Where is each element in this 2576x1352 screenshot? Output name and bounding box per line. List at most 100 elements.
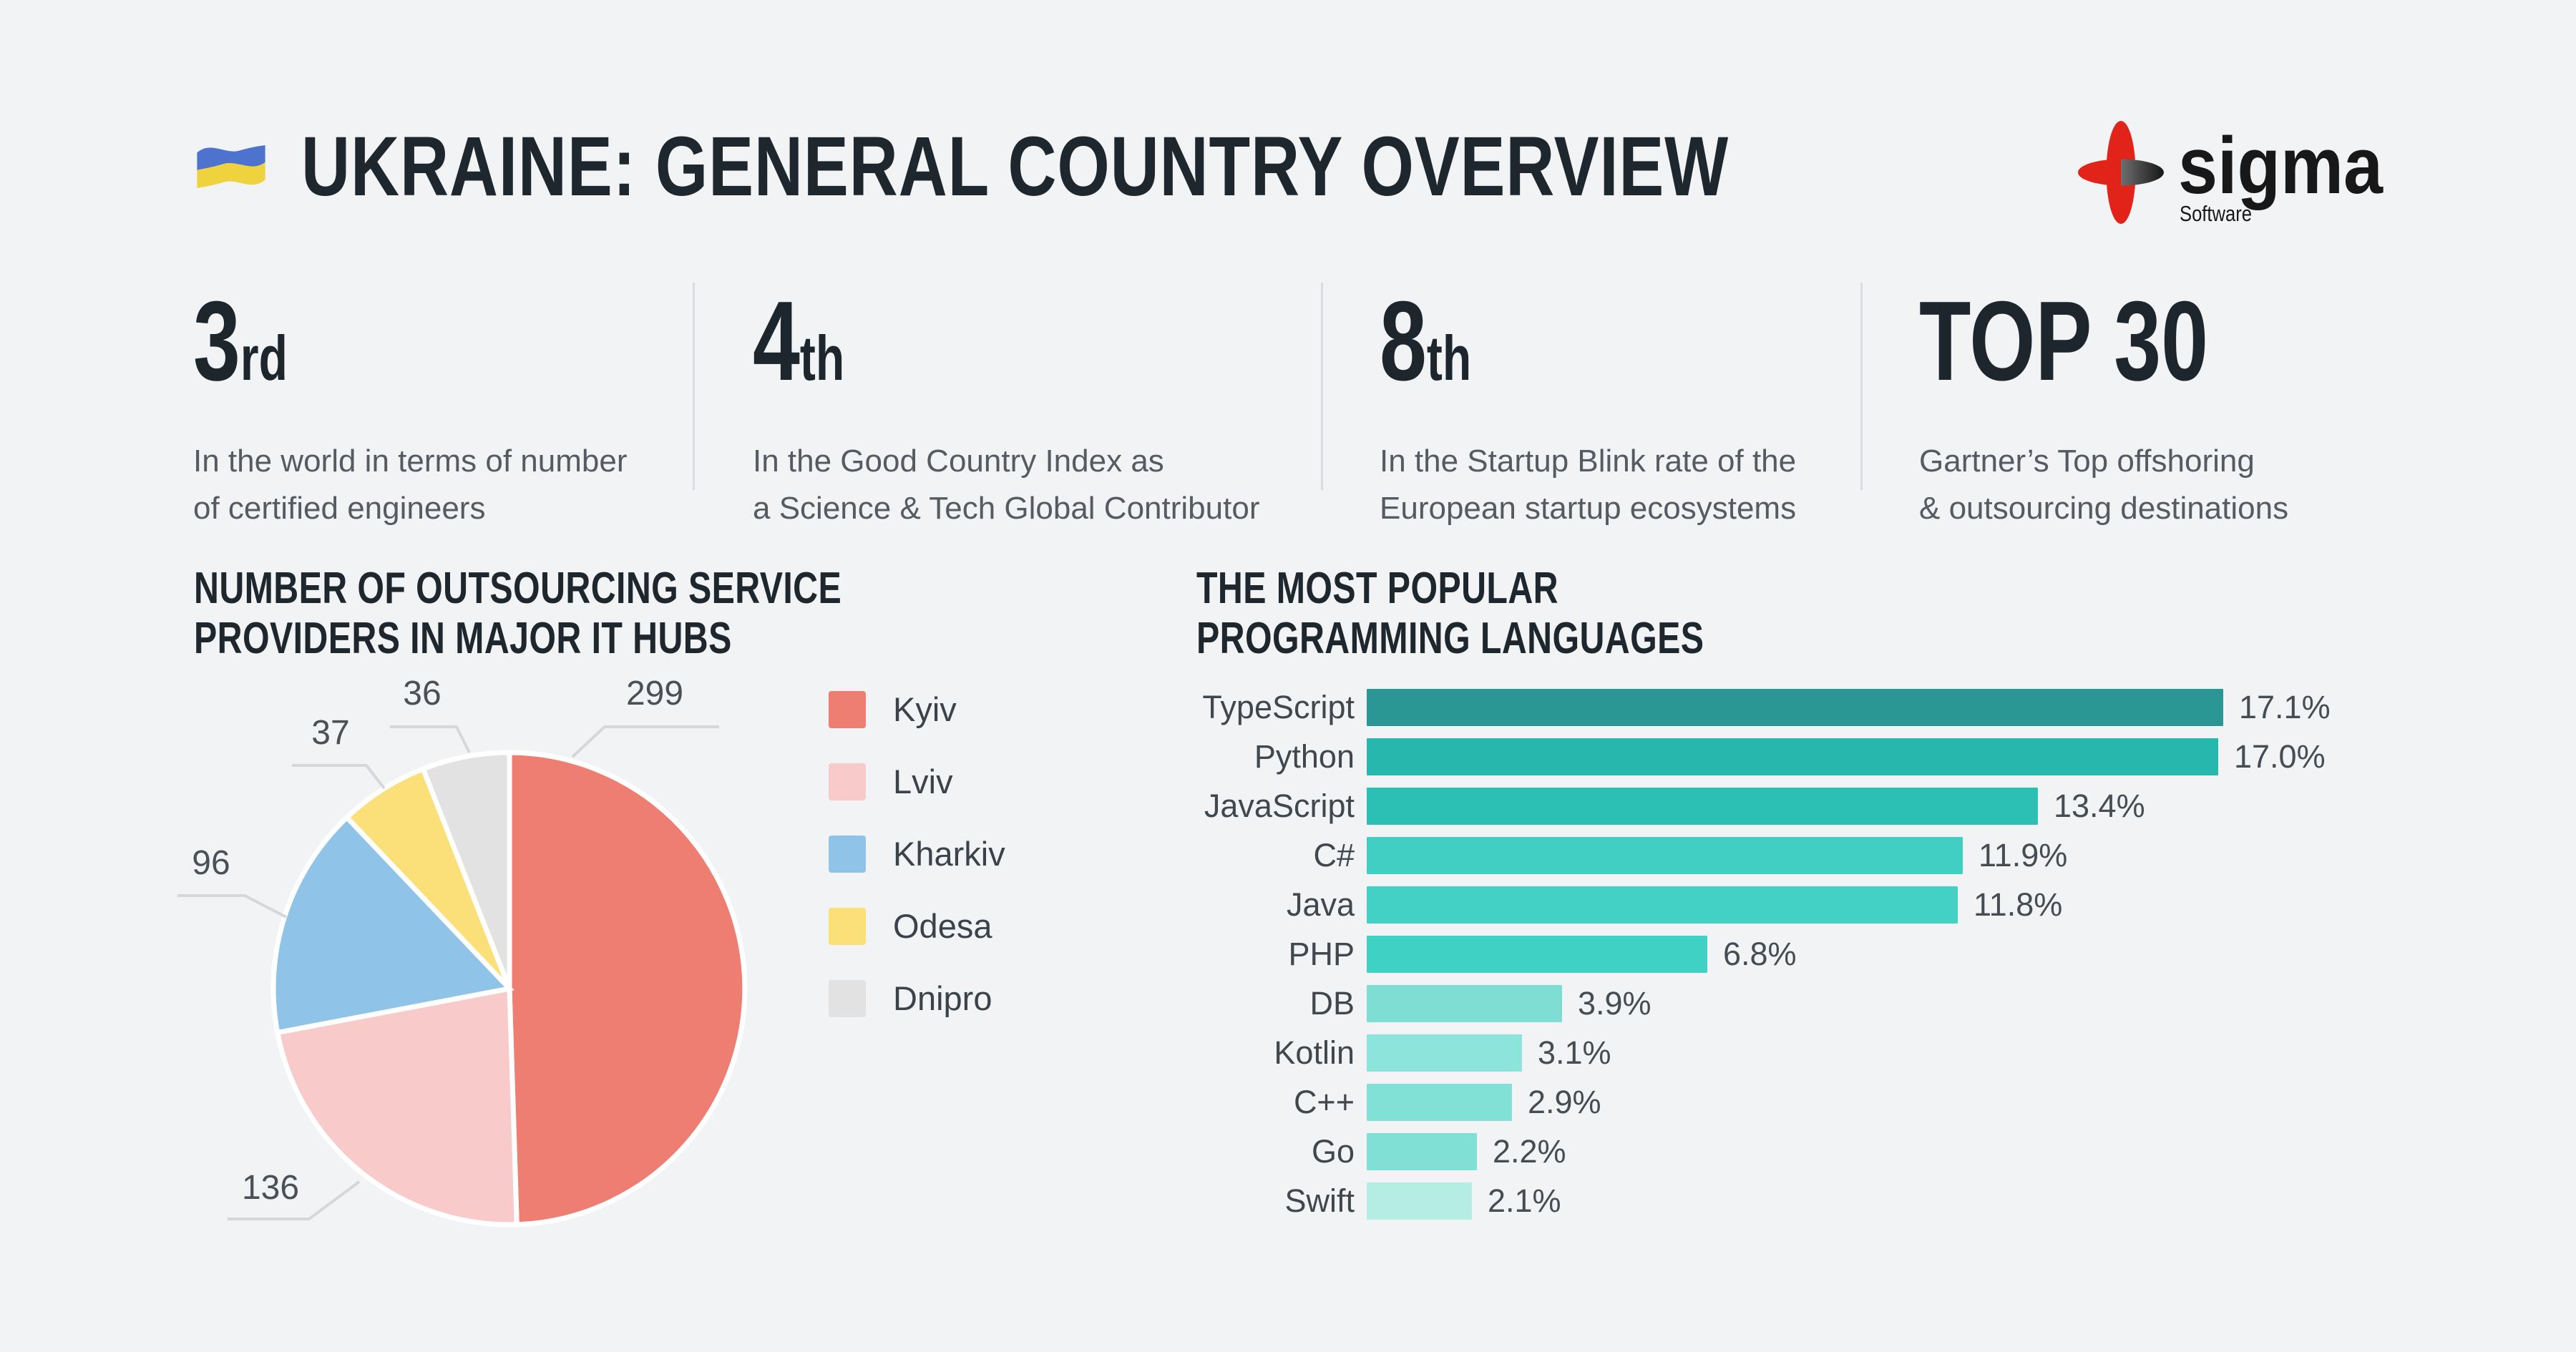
pie-leader-line — [390, 725, 471, 753]
bar — [1367, 1034, 1522, 1072]
bar — [1367, 985, 1562, 1022]
stat-suffix: th — [799, 323, 845, 393]
legend-item-kyiv: Kyiv — [829, 691, 1005, 728]
pie-leader-line — [571, 725, 719, 758]
stat-value: 4th — [753, 278, 845, 404]
legend-label: Dnipro — [893, 979, 992, 1017]
pie-legend: Kyiv Lviv Kharkiv Odesa Dnipro — [829, 691, 1005, 1052]
stat-suffix: rd — [240, 323, 288, 393]
stats-divider — [693, 283, 695, 490]
bar-value-label: 11.9% — [1979, 837, 2068, 873]
bar — [1367, 1084, 1512, 1121]
bar-row-c: C++ 2.9% — [1196, 1084, 2331, 1121]
stat-description: In the Good Country Index as a Science &… — [753, 444, 1260, 526]
pie-value-label: 96 — [192, 844, 230, 882]
bar-category-label: Java — [1286, 886, 1355, 923]
bar — [1367, 1182, 1472, 1220]
bar-row-typescript: TypeScript 17.1% — [1196, 689, 2331, 726]
bar-chart-title: THE MOST POPULAR PROGRAMMING LANGUAGES — [1196, 564, 1704, 663]
legend-item-lviv: Lviv — [829, 763, 1005, 800]
legend-label: Odesa — [893, 907, 992, 945]
ukraine-flag-icon — [197, 145, 265, 188]
legend-item-odesa: Odesa — [829, 908, 1005, 945]
bar-category-label: JavaScript — [1204, 788, 1355, 824]
bar-value-label: 2.9% — [1528, 1084, 1601, 1120]
bar-row-python: Python 17.0% — [1196, 738, 2331, 775]
pie-value-label: 37 — [311, 714, 349, 752]
legend-label: Kyiv — [893, 690, 957, 728]
bar-category-label: C++ — [1293, 1084, 1355, 1120]
legend-swatch — [829, 980, 866, 1017]
bar-row-swift: Swift 2.1% — [1196, 1182, 2331, 1220]
pie-value-label: 136 — [242, 1169, 299, 1207]
page-title: UKRAINE: GENERAL COUNTRY OVERVIEW — [301, 119, 1729, 214]
bar — [1367, 689, 2223, 726]
bar-row-db: DB 3.9% — [1196, 985, 2331, 1022]
bar — [1367, 788, 2038, 825]
bar-row-kotlin: Kotlin 3.1% — [1196, 1034, 2331, 1072]
bar — [1367, 936, 1707, 973]
pie-leader-line — [292, 764, 386, 790]
bar-value-label: 6.8% — [1723, 936, 1797, 972]
bar-value-label: 2.1% — [1488, 1182, 1561, 1219]
stat-description: In the Startup Blink rate of the Europea… — [1380, 444, 1797, 526]
sigma-logo-subtitle: Software — [2180, 201, 2252, 226]
bar-category-label: Swift — [1284, 1182, 1355, 1219]
stat-value: TOP 30 — [1919, 278, 2209, 404]
bar-row-java: Java 11.8% — [1196, 886, 2331, 924]
legend-label: Kharkiv — [893, 835, 1005, 873]
bar-row-c: C# 11.9% — [1196, 837, 2331, 874]
sigma-logo: sigma Software — [2078, 121, 2384, 226]
bar-value-label: 3.1% — [1538, 1034, 1611, 1071]
legend-swatch — [829, 908, 866, 945]
stat-gartner-top30: TOP 30 Gartner’s Top offshoring & outsou… — [1919, 278, 2463, 532]
bar-chart: TypeScript 17.1% Python 17.0% JavaScript 13.4… — [1196, 689, 2331, 1232]
pie-leader-line — [228, 1180, 361, 1220]
stat-description: Gartner’s Top offshoring & outsourcing d… — [1919, 444, 2289, 526]
bar-category-label: Go — [1311, 1133, 1355, 1170]
bar-value-label: 11.8% — [1974, 886, 2063, 923]
legend-swatch — [829, 763, 866, 800]
bar-row-php: PHP 6.8% — [1196, 936, 2331, 973]
bar — [1367, 738, 2218, 775]
stat-good-country-index: 4th In the Good Country Index as a Scien… — [753, 278, 1297, 532]
legend-swatch — [829, 836, 866, 873]
header: UKRAINE: GENERAL COUNTRY OVERVIEW — [191, 119, 2086, 214]
legend-label: Lviv — [893, 763, 953, 800]
stat-value: 8th — [1380, 278, 1472, 404]
pie-leader-line — [177, 894, 287, 919]
pie-slice-lviv — [274, 985, 519, 1228]
stat-startup-blink: 8th In the Startup Blink rate of the Eur… — [1380, 278, 1923, 532]
bar — [1367, 1133, 1477, 1170]
bar-category-label: PHP — [1288, 936, 1355, 972]
stat-description: In the world in terms of number of certi… — [193, 444, 628, 526]
bar-category-label: C# — [1313, 837, 1355, 873]
sigma-logo-word: sigma — [2178, 121, 2384, 210]
pie-slice-kyiv — [507, 750, 748, 1228]
stat-value: 3rd — [193, 278, 288, 404]
stat-suffix: th — [1426, 323, 1472, 393]
pie-slice-dnipro — [419, 750, 512, 990]
bar-row-go: Go 2.2% — [1196, 1133, 2331, 1170]
sigma-logo-mark — [2078, 121, 2164, 224]
bar-value-label: 2.2% — [1493, 1133, 1566, 1170]
stats-divider — [1860, 283, 1863, 490]
stats-divider — [1321, 283, 1323, 490]
bar — [1367, 837, 1963, 874]
stat-certified-engineers: 3rd In the world in terms of number of c… — [193, 278, 737, 532]
bar-category-label: TypeScript — [1202, 689, 1355, 725]
legend-item-dnipro: Dnipro — [829, 980, 1005, 1017]
bar — [1367, 886, 1958, 924]
legend-swatch — [829, 691, 866, 728]
pie-chart: 299 136 96 37 36 — [177, 675, 748, 1228]
bar-category-label: Python — [1254, 738, 1355, 775]
bar-value-label: 13.4% — [2054, 788, 2145, 824]
bar-category-label: DB — [1309, 985, 1355, 1022]
bar-value-label: 17.1% — [2239, 689, 2331, 725]
bar-category-label: Kotlin — [1274, 1034, 1355, 1071]
legend-item-kharkiv: Kharkiv — [829, 836, 1005, 873]
bar-value-label: 3.9% — [1578, 985, 1652, 1022]
pie-value-label: 299 — [626, 675, 683, 712]
pie-value-label: 36 — [403, 675, 441, 712]
